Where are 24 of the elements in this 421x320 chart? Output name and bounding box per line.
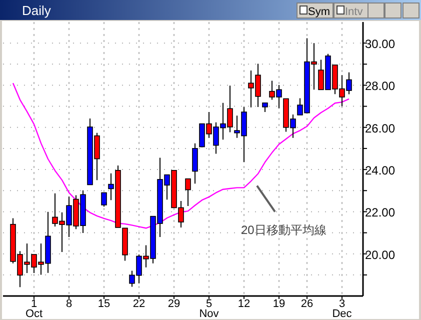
candlestick [101,192,107,208]
y-tick-label: 24.00 [365,164,396,178]
x-tick-label: 5 Nov [199,298,220,320]
y-tick-label: 28.00 [365,79,396,94]
button: Intv [334,2,368,18]
text: 20日移動平均線 [241,222,326,237]
y-tick-label: 26.00 [365,121,396,136]
x-tick-label: 3 Dec [332,298,352,320]
x-tick-label: 1 Oct [25,298,43,320]
candlestick [262,102,268,112]
candlestick [192,142,198,184]
y-tick-label: 22.00 [365,206,396,220]
x-tick-label: 29 [168,298,180,310]
chart-title: Daily [22,3,52,18]
x-tick-label: 22 [132,298,146,310]
x-tick-label: 26 [300,298,314,310]
y-tick-label: 30.00 [365,37,396,52]
candlestick [185,178,191,206]
y-tick-label: 20.00 [365,248,396,262]
x-tick-label: 19 [272,298,286,310]
x-tick-label: 15 [98,298,110,310]
x-tick-label: 8 [66,298,72,310]
x-tick-label: 12 [238,298,250,310]
button: Sym [296,2,334,18]
